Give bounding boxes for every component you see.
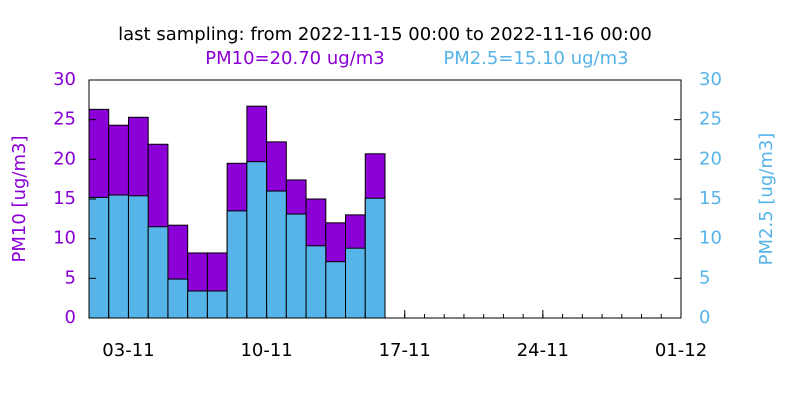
y2-axis-label: PM2.5 [ug/m3] [756,133,777,266]
y2-tick-label: 20 [699,148,722,169]
bar [127,195,149,319]
x-tick-label: 03-11 [102,340,154,361]
y-tick-label: 25 [53,109,76,130]
y2-tick-label: 5 [699,267,710,288]
x-tick-label: 01-12 [655,340,707,361]
y-axis-label: PM10 [ug/m3] [9,136,30,263]
bar [147,226,169,319]
bar [88,196,110,319]
bar [266,190,287,319]
y-tick-label: 20 [53,148,76,169]
subtitle: PM10=20.70 ug/m3 [205,48,385,69]
y-tick-label: 0 [65,307,76,328]
bar [345,247,366,319]
x-tick-label: 24-11 [517,340,569,361]
bar [187,290,208,319]
y2-tick-label: 15 [699,188,722,209]
bar [364,197,386,319]
y2-tick-label: 25 [699,109,722,130]
bar [285,213,307,319]
y-tick-label: 10 [53,228,76,249]
subtitle: PM2.5=15.10 ug/m3 [443,48,628,69]
y-tick-label: 30 [53,69,76,90]
bar [108,194,129,319]
y-tick-label: 5 [65,267,76,288]
bar [167,278,189,319]
y-tick-label: 15 [53,188,76,209]
x-tick-label: 10-11 [240,340,292,361]
chart-title: last sampling: from 2022-11-15 00:00 to … [118,24,652,45]
y2-tick-label: 0 [699,307,710,328]
x-tick-label: 17-11 [379,340,431,361]
bar [246,161,268,319]
bar [206,290,228,319]
bar [226,210,248,319]
bar [305,245,327,319]
y2-tick-label: 30 [699,69,722,90]
y2-tick-label: 10 [699,228,722,249]
bar [325,261,347,319]
